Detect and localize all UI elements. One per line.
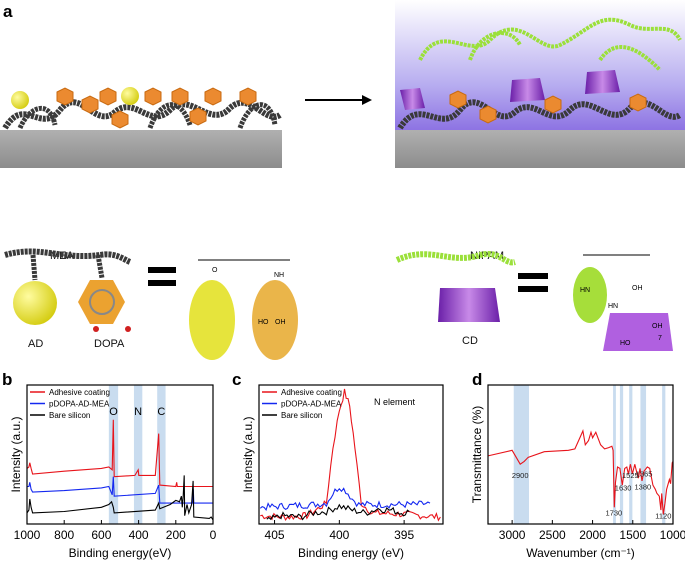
series-line-bare-silicon [266,503,410,521]
highlight-band [629,385,633,524]
legend-entry: pDOPA-AD-MEA [49,400,110,409]
svg-text:HO: HO [258,319,269,326]
y-axis-label: Intensity (a.u.) [241,416,255,492]
chart-c: 405 400 395 Binding energy (eV) Intensity (a… [241,384,444,560]
highlight-band [619,385,624,524]
x-tick-label: 1500 [619,528,646,542]
ad-ball [121,87,139,105]
x-tick-label: 3000 [499,528,526,542]
svg-text:OH: OH [632,285,643,292]
schematic-components: O NH HO OH HN OH HN OH HO 7 [4,248,673,360]
band-label: O [109,406,118,418]
highlight-band [662,385,666,524]
dopa-label: DOPA [94,338,125,350]
panel-label-c: c [232,370,242,389]
x-axis-label: Wavenumber (cm⁻¹) [526,546,635,560]
highlight-band [133,385,143,524]
dopa-ellipse [252,280,298,360]
substrate-left [0,130,282,168]
svg-text:NH: NH [274,272,284,279]
ad-ball [11,91,29,109]
series-line-pdopa-ad-mea [259,487,431,512]
series-line-ftir [487,428,674,515]
ad-label: AD [28,338,44,350]
chart-annotation: N element [374,397,416,407]
ad-sphere-icon [13,281,57,325]
plot-frame [258,384,444,525]
x-axis-label: Binding energy (eV) [298,546,404,560]
svg-text:HO: HO [620,340,631,347]
x-tick-label: 600 [91,528,111,542]
peak-label: 1380 [634,482,651,491]
schematic-a [0,0,685,168]
highlight-band [640,385,647,524]
plot-frame [487,384,674,525]
nipam-chains [418,17,682,72]
nipam-ellipse [573,267,607,323]
cd-trapezoid [603,313,673,351]
peak-label: 1730 [606,509,623,518]
peak-label: 1120 [655,511,671,520]
peak-label: 1365 [636,470,653,479]
substrate-right [395,130,685,168]
legend-entry: Adhesive coating [49,388,110,397]
svg-text:7: 7 [658,335,662,342]
x-tick-label: 2000 [579,528,606,542]
x-tick-label: 200 [166,528,186,542]
peak-label: 2900 [512,471,529,480]
dopa-hexagons [56,87,257,129]
nipam-label: NIPAM [470,250,505,262]
x-tick-label: 1000 [14,528,41,542]
legend-entry: Bare silicon [49,411,90,420]
x-tick-label: 400 [129,528,149,542]
svg-text:HN: HN [608,303,618,310]
legend-entry: Adhesive coating [281,388,342,397]
chart-b: O N C 1000 800 600 400 200 0 Binding energy(eV) In… [9,384,217,560]
highlight-band [613,385,616,524]
panel-label-d: d [472,370,483,389]
band-label: N [134,406,142,418]
svg-text:OH: OH [652,323,663,330]
chart-d: 3000 2500 2000 1500 1000 Wavenumber (cm⁻¹) Tra… [470,384,685,560]
legend-entry: Bare silicon [281,411,322,420]
series-line-pdopa-ad-mea [27,476,213,504]
mea-chain [4,248,132,265]
series-line-bare-silicon [26,475,214,521]
x-tick-label: 405 [265,528,285,542]
dopa-hexagon-icon [78,280,125,324]
x-tick-label: 1000 [660,528,685,542]
panel-label-b: b [2,370,13,389]
x-axis-label: Binding energy(eV) [69,546,172,560]
highlight-band [513,385,530,524]
peak-label: 1525 [622,471,639,480]
cd-cup [400,88,425,110]
y-axis-label: Transmittance (%) [470,406,484,504]
x-tick-label: 800 [54,528,74,542]
series-line-adhesive-coating [26,419,213,488]
nipam-chain [395,250,516,266]
x-tick-label: 400 [329,528,349,542]
band-label: C [157,406,165,418]
svg-text:O: O [212,267,218,274]
peak-label: 1630 [615,484,632,493]
x-tick-label: 2500 [539,528,566,542]
x-tick-label: 0 [210,528,217,542]
y-axis-label: Intensity (a.u.) [9,416,23,492]
svg-text:OH: OH [275,319,286,326]
panel-label-a: a [3,2,13,21]
series-line-adhesive-coating [260,388,441,522]
x-tick-label: 395 [394,528,414,542]
plot-frame [26,384,214,525]
svg-text:HN: HN [580,287,590,294]
legend-entry: pDOPA-AD-MEA [281,400,342,409]
cd-cup-icon [438,288,500,322]
highlight-band [157,385,166,524]
equals-sign [148,267,176,273]
cd-label: CD [462,335,478,347]
ad-ellipse [189,280,235,360]
